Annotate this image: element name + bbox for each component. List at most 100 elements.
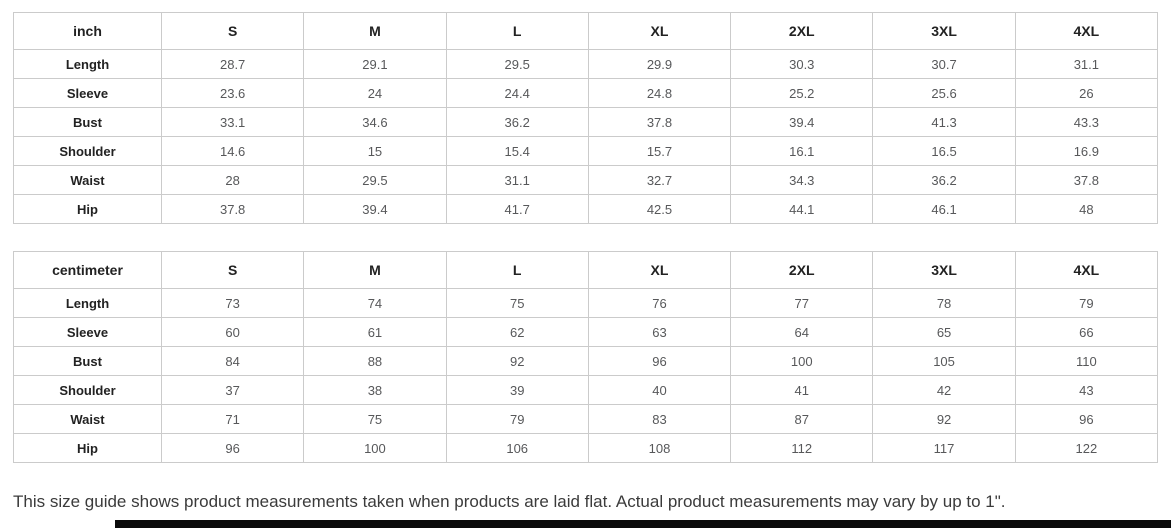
measurement-cell: 29.5 xyxy=(445,49,589,79)
row-label-cell: Waist xyxy=(13,165,162,195)
measurement-cell: 43.3 xyxy=(1014,107,1159,137)
measurement-cell: 106 xyxy=(445,433,589,463)
table-header-row: inch S M L XL 2XL 3XL 4XL xyxy=(13,12,1159,50)
row-label-cell: Length xyxy=(13,49,162,79)
table-row: Bust 33.1 34.6 36.2 37.8 39.4 41.3 43.3 xyxy=(13,107,1159,137)
measurement-cell: 110 xyxy=(1014,346,1159,376)
measurement-cell: 71 xyxy=(160,404,305,434)
measurement-cell: 28 xyxy=(160,165,305,195)
measurement-cell: 34.6 xyxy=(303,107,447,137)
measurement-cell: 39.4 xyxy=(303,194,447,224)
measurement-cell: 34.3 xyxy=(730,165,874,195)
measurement-cell: 26 xyxy=(1014,78,1159,108)
measurement-cell: 37 xyxy=(160,375,305,405)
measurement-cell: 79 xyxy=(445,404,589,434)
size-header-cell: L xyxy=(445,12,589,50)
measurement-cell: 96 xyxy=(587,346,732,376)
measurement-cell: 30.3 xyxy=(730,49,874,79)
measurement-cell: 23.6 xyxy=(160,78,305,108)
table-row: Waist 28 29.5 31.1 32.7 34.3 36.2 37.8 xyxy=(13,165,1159,195)
measurement-cell: 88 xyxy=(303,346,447,376)
measurement-cell: 117 xyxy=(872,433,1016,463)
measurement-cell: 29.9 xyxy=(587,49,732,79)
row-label-cell: Shoulder xyxy=(13,136,162,166)
measurement-cell: 32.7 xyxy=(587,165,732,195)
row-label-cell: Bust xyxy=(13,346,162,376)
size-header-cell: M xyxy=(303,251,447,289)
measurement-cell: 65 xyxy=(872,317,1016,347)
size-header-cell: S xyxy=(160,251,305,289)
horizontal-scrollbar-track[interactable] xyxy=(0,520,1171,528)
measurement-cell: 92 xyxy=(872,404,1016,434)
measurement-cell: 16.1 xyxy=(730,136,874,166)
measurement-cell: 108 xyxy=(587,433,732,463)
measurement-cell: 16.5 xyxy=(872,136,1016,166)
measurement-cell: 29.5 xyxy=(303,165,447,195)
measurement-cell: 24 xyxy=(303,78,447,108)
size-table-centimeter: centimeter S M L XL 2XL 3XL 4XL Length 73 74 75 76 77… xyxy=(13,251,1159,463)
table-row: Hip 96 100 106 108 112 117 122 xyxy=(13,433,1159,463)
measurement-cell: 16.9 xyxy=(1014,136,1159,166)
size-header-cell: 4XL xyxy=(1014,12,1159,50)
measurement-cell: 44.1 xyxy=(730,194,874,224)
unit-header-cell: inch xyxy=(13,12,162,50)
size-guide-note: This size guide shows product measuremen… xyxy=(13,492,1006,511)
measurement-cell: 73 xyxy=(160,288,305,318)
size-table-inch: inch S M L XL 2XL 3XL 4XL Length 28.7 29.1 29.5 29.9… xyxy=(13,12,1159,224)
measurement-cell: 31.1 xyxy=(445,165,589,195)
measurement-cell: 42 xyxy=(872,375,1016,405)
measurement-cell: 24.4 xyxy=(445,78,589,108)
table-row: Length 28.7 29.1 29.5 29.9 30.3 30.7 31.1 xyxy=(13,49,1159,79)
measurement-cell: 62 xyxy=(445,317,589,347)
measurement-cell: 39.4 xyxy=(730,107,874,137)
measurement-cell: 105 xyxy=(872,346,1016,376)
horizontal-scrollbar-thumb[interactable] xyxy=(115,520,1171,528)
measurement-cell: 42.5 xyxy=(587,194,732,224)
measurement-cell: 63 xyxy=(587,317,732,347)
measurement-cell: 100 xyxy=(303,433,447,463)
measurement-cell: 28.7 xyxy=(160,49,305,79)
measurement-cell: 37.8 xyxy=(587,107,732,137)
measurement-cell: 78 xyxy=(872,288,1016,318)
measurement-cell: 38 xyxy=(303,375,447,405)
measurement-cell: 112 xyxy=(730,433,874,463)
measurement-cell: 41.3 xyxy=(872,107,1016,137)
measurement-cell: 15 xyxy=(303,136,447,166)
row-label-cell: Bust xyxy=(13,107,162,137)
measurement-cell: 96 xyxy=(160,433,305,463)
unit-header-cell: centimeter xyxy=(13,251,162,289)
row-label-cell: Waist xyxy=(13,404,162,434)
size-header-cell: 2XL xyxy=(730,251,874,289)
row-label-cell: Sleeve xyxy=(13,78,162,108)
measurement-cell: 75 xyxy=(445,288,589,318)
measurement-cell: 66 xyxy=(1014,317,1159,347)
size-header-cell: 3XL xyxy=(872,251,1016,289)
measurement-cell: 29.1 xyxy=(303,49,447,79)
measurement-cell: 25.2 xyxy=(730,78,874,108)
table-row: Shoulder 14.6 15 15.4 15.7 16.1 16.5 16.9 xyxy=(13,136,1159,166)
measurement-cell: 15.4 xyxy=(445,136,589,166)
measurement-cell: 76 xyxy=(587,288,732,318)
size-header-cell: S xyxy=(160,12,305,50)
measurement-cell: 96 xyxy=(1014,404,1159,434)
table-row: Hip 37.8 39.4 41.7 42.5 44.1 46.1 48 xyxy=(13,194,1159,224)
size-tables-container: inch S M L XL 2XL 3XL 4XL Length 28.7 29.1 29.5 29.9… xyxy=(0,12,1171,463)
size-header-cell: M xyxy=(303,12,447,50)
row-label-cell: Hip xyxy=(13,194,162,224)
measurement-cell: 36.2 xyxy=(445,107,589,137)
size-header-cell: 3XL xyxy=(872,12,1016,50)
table-row: Sleeve 60 61 62 63 64 65 66 xyxy=(13,317,1159,347)
measurement-cell: 122 xyxy=(1014,433,1159,463)
measurement-cell: 75 xyxy=(303,404,447,434)
measurement-cell: 48 xyxy=(1014,194,1159,224)
size-header-cell: XL xyxy=(587,251,732,289)
size-header-cell: 2XL xyxy=(730,12,874,50)
size-header-cell: XL xyxy=(587,12,732,50)
measurement-cell: 74 xyxy=(303,288,447,318)
measurement-cell: 25.6 xyxy=(872,78,1016,108)
measurement-cell: 84 xyxy=(160,346,305,376)
measurement-cell: 79 xyxy=(1014,288,1159,318)
measurement-cell: 92 xyxy=(445,346,589,376)
measurement-cell: 77 xyxy=(730,288,874,318)
row-label-cell: Length xyxy=(13,288,162,318)
